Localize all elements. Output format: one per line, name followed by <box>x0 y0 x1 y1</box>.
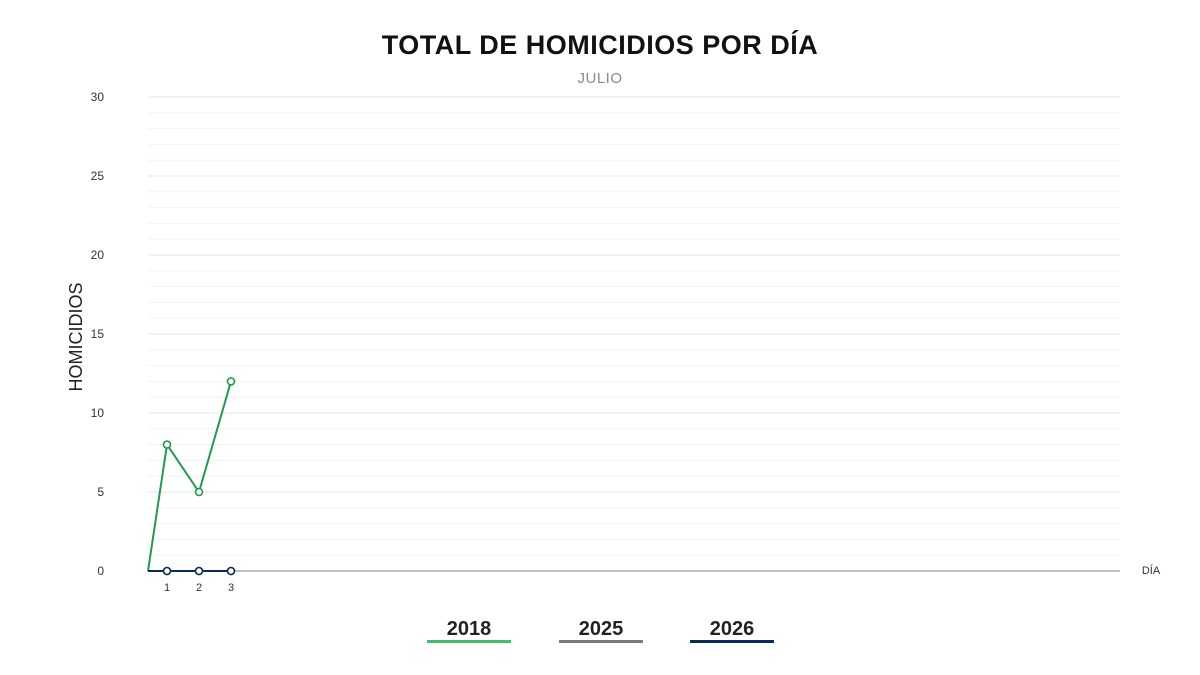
legend-label-2025: 2025 <box>578 618 624 640</box>
legend-swatch-2018 <box>427 640 511 643</box>
x-tick-label: 2 <box>196 582 202 594</box>
legend-swatch-2025 <box>559 640 643 643</box>
data-point-2018 <box>226 377 236 386</box>
data-point-2018 <box>162 440 172 449</box>
x-tick-label: 1 <box>164 582 170 594</box>
series-line-2018 <box>147 381 232 572</box>
y-tick-label: 25 <box>91 169 105 183</box>
y-tick-label: 0 <box>97 564 104 578</box>
y-axis-label: HOMICIDIOS <box>66 282 86 391</box>
y-tick-label: 20 <box>91 248 105 262</box>
data-point-2018 <box>194 487 204 497</box>
chart-title: TOTAL DE HOMICIDIOS POR DÍA <box>381 30 819 60</box>
y-tick-label: 10 <box>91 406 105 420</box>
chart-subtitle: JULIO <box>577 70 623 87</box>
y-tick-label: 5 <box>97 485 104 499</box>
legend-label-2018: 2018 <box>446 618 492 640</box>
y-tick-label: 15 <box>91 327 105 341</box>
y-tick-label: 30 <box>91 90 105 104</box>
x-tick-label: 3 <box>228 582 234 594</box>
data-point-2026 <box>194 566 204 576</box>
x-axis-label: DÍA <box>1142 564 1161 577</box>
legend-swatch-2026 <box>690 640 774 643</box>
data-point-2026 <box>226 566 236 576</box>
data-point-2026 <box>162 566 172 576</box>
legend-label-2026: 2026 <box>709 618 755 640</box>
